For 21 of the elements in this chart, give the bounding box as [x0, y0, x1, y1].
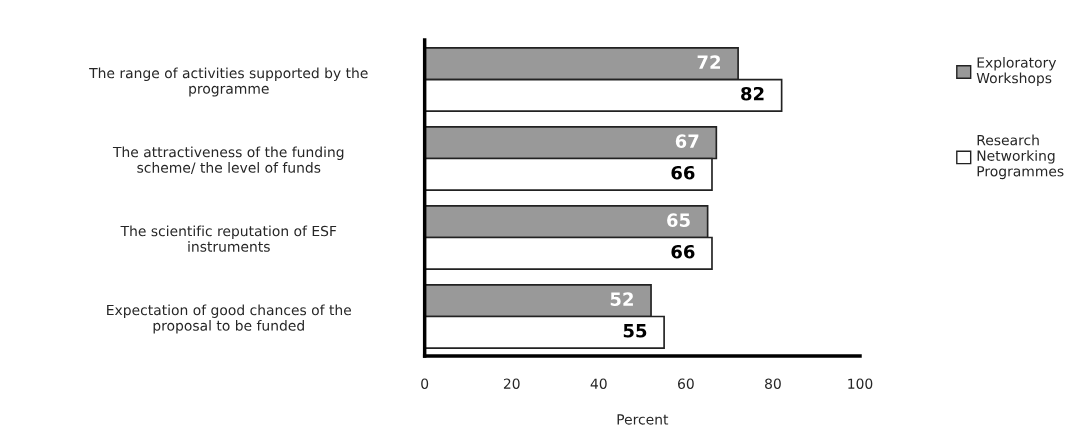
x-tick-label: 60 [678, 378, 694, 389]
x-tick-label: 100 [848, 378, 873, 389]
y-tick-label: The scientific reputation of ESF instruments [120, 225, 337, 252]
data-label: 82 [741, 86, 764, 101]
data-label: 55 [623, 324, 647, 338]
legend-label: Research Networking Programmes [977, 134, 1064, 180]
data-label: 66 [671, 165, 695, 180]
x-tick-label: 0 [421, 378, 429, 389]
data-label: 66 [671, 244, 695, 259]
y-tick-label: Expectation of good chances of the proposal to be funded [107, 304, 352, 334]
legend-label: Exploratory Workshops [976, 57, 1057, 86]
x-tick-label: 80 [765, 378, 781, 389]
x-tick-label: 40 [590, 378, 607, 389]
data-label: 72 [697, 55, 720, 69]
data-label: 65 [667, 213, 690, 227]
data-label: 67 [675, 134, 699, 148]
x-tick-label: 20 [503, 378, 520, 389]
y-tick-label: The attractiveness of the funding scheme/ the level of funds [112, 146, 344, 174]
x-axis-title: Percent [617, 414, 669, 425]
data-label: 52 [610, 292, 633, 306]
y-tick-label: The range of activities supported by the programme [89, 67, 368, 97]
